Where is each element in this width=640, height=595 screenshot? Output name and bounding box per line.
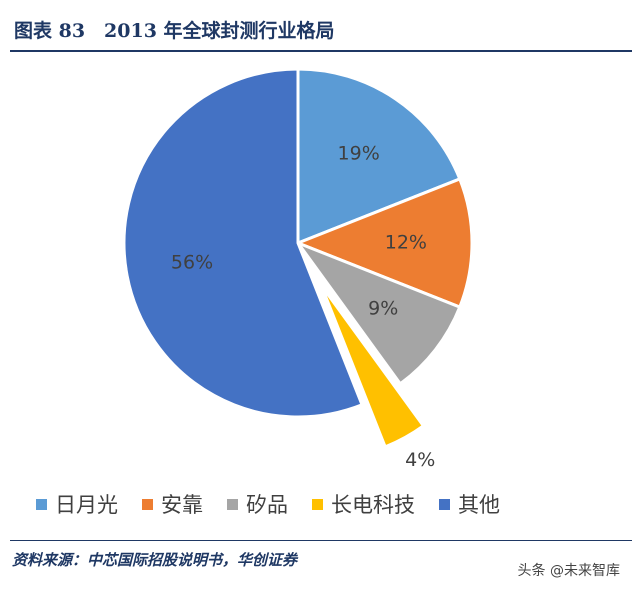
watermark: 头条 @未来智库 <box>517 563 620 579</box>
legend-label: 日月光 <box>55 493 118 517</box>
source-note: 资料来源：中芯国际招股说明书，华创证券 <box>12 551 298 569</box>
pie-slice-1 <box>293 176 474 310</box>
source-divider <box>10 540 632 541</box>
legend-item-other: 其他 <box>439 489 500 519</box>
pie-label-3: 4% <box>405 449 435 471</box>
pie-chart: 19% 12% 9% 4% 56% <box>122 67 474 471</box>
pie-label-4: 56% <box>171 252 213 274</box>
pie-slice-0 <box>296 67 462 246</box>
legend-item-changdian: 长电科技 <box>312 489 415 519</box>
pie-label-1: 12% <box>385 232 427 254</box>
legend-item-riyueguang: 日月光 <box>36 489 118 519</box>
legend-item-ankao: 安靠 <box>142 489 203 519</box>
pie-slice-2 <box>293 239 462 386</box>
title-divider <box>10 50 632 52</box>
legend-label: 其他 <box>458 493 500 517</box>
pie-label-2: 9% <box>368 298 398 320</box>
pie-slice-4 <box>122 67 365 419</box>
legend-swatch <box>312 498 323 510</box>
legend-swatch <box>439 498 450 510</box>
legend-label: 安靠 <box>161 493 203 517</box>
pie-slice-3 <box>319 284 426 449</box>
legend-item-xipin: 矽品 <box>227 489 288 519</box>
chart-title: 图表 83 2013 年全球封测行业格局 <box>14 20 335 42</box>
pie-label-0: 19% <box>338 142 380 164</box>
legend-swatch <box>36 498 47 510</box>
legend-swatch <box>227 498 238 510</box>
chart-legend: 日月光 安靠 矽品 长电科技 其他 <box>36 489 500 519</box>
legend-label: 长电科技 <box>331 493 415 517</box>
legend-label: 矽品 <box>246 493 288 517</box>
legend-swatch <box>142 498 153 510</box>
